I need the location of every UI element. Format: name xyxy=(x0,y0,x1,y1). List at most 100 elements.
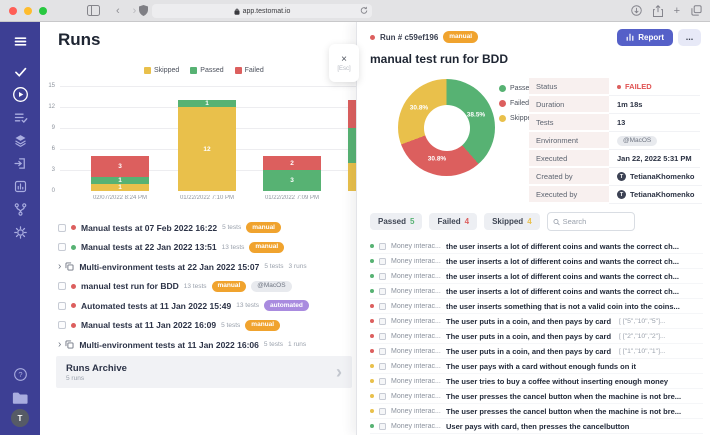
tab-skipped[interactable]: Skipped4 xyxy=(484,213,540,230)
test-checkbox[interactable] xyxy=(379,243,386,250)
test-row[interactable]: Money interac...The user tries to buy a … xyxy=(370,374,703,389)
archive-count: 5 runs xyxy=(66,375,336,382)
back-icon[interactable]: ‹ xyxy=(116,5,120,17)
run-checkbox[interactable] xyxy=(58,243,66,251)
legend-swatch xyxy=(499,115,506,122)
layers-icon[interactable] xyxy=(7,129,33,152)
tab-count: 5 xyxy=(410,217,414,226)
run-row[interactable]: Manual tests at 22 Jan 2022 13:51 13 test… xyxy=(58,238,346,258)
test-checkbox[interactable] xyxy=(379,393,386,400)
runs-play-icon[interactable] xyxy=(7,83,33,106)
test-row[interactable]: Money interac...the user inserts a lot o… xyxy=(370,284,703,299)
run-row[interactable]: Manual tests at 11 Jan 2022 16:095 tests… xyxy=(58,316,346,336)
test-row[interactable]: Money interac...the user inserts a lot o… xyxy=(370,269,703,284)
bar-3[interactable]: 32 xyxy=(263,156,321,191)
search-icon xyxy=(553,218,560,226)
tab-failed[interactable]: Failed4 xyxy=(429,213,477,230)
search-box[interactable] xyxy=(547,212,635,231)
forward-icon[interactable]: › xyxy=(133,5,137,17)
address-bar[interactable]: app.testomat.io xyxy=(152,4,372,18)
run-checkbox[interactable] xyxy=(58,282,66,290)
runs-bar-chart: 03691215 11312132454 02/07/2022 8:24 PM0… xyxy=(40,86,356,208)
tab-passed[interactable]: Passed5 xyxy=(370,213,422,230)
bar-1[interactable]: 113 xyxy=(91,156,149,191)
bar-2[interactable]: 121 xyxy=(178,100,236,191)
test-row[interactable]: Money interac...the user inserts somethi… xyxy=(370,299,703,314)
minimize-window-icon[interactable] xyxy=(24,7,32,15)
test-checkbox[interactable] xyxy=(379,258,386,265)
test-checkbox[interactable] xyxy=(379,348,386,355)
test-row[interactable]: Money interac...The user puts in a coin,… xyxy=(370,314,703,329)
run-row[interactable]: Automated tests at 11 Jan 2022 15:4913 t… xyxy=(58,296,346,316)
test-checkbox[interactable] xyxy=(379,408,386,415)
projects-folder-icon[interactable] xyxy=(7,386,33,409)
test-title: the user inserts a lot of different coin… xyxy=(446,287,679,296)
run-detail-header: Run # c59ef196 manual Report ... xyxy=(370,27,701,47)
legend-item-passed: Passed xyxy=(190,67,223,74)
sidebar-toggle-icon[interactable] xyxy=(87,5,100,16)
run-checkbox[interactable] xyxy=(58,321,66,329)
multi-run-icon xyxy=(65,340,74,349)
close-icon: × xyxy=(341,55,347,64)
test-plans-icon[interactable] xyxy=(7,106,33,129)
close-detail-button[interactable]: × [Esc] xyxy=(329,44,359,82)
check-icon[interactable] xyxy=(7,60,33,83)
share-icon[interactable] xyxy=(653,5,663,17)
menu-icon[interactable] xyxy=(7,30,33,53)
test-checkbox[interactable] xyxy=(379,288,386,295)
runs-panel: Runs SkippedPassedFailed 03691215 113121… xyxy=(40,22,356,435)
import-icon[interactable] xyxy=(7,152,33,175)
bar-4[interactable]: 454 xyxy=(348,100,356,191)
more-options-button[interactable]: ... xyxy=(678,29,701,46)
run-row[interactable]: ›Multi-environment tests at 22 Jan 2022 … xyxy=(58,257,346,277)
reload-icon[interactable] xyxy=(360,6,368,15)
test-row[interactable]: Money interac...The user presses the can… xyxy=(370,404,703,419)
stat-label: Tests xyxy=(529,114,609,132)
run-row[interactable]: manual test run for BDD13 testsmanual@Ma… xyxy=(58,277,346,297)
run-title: Manual tests at 22 Jan 2022 13:51 xyxy=(81,242,217,252)
downloads-icon[interactable] xyxy=(631,5,642,16)
test-row[interactable]: Money interac...The user pays with a car… xyxy=(370,359,703,374)
run-tests-count: 13 tests xyxy=(222,244,245,251)
y-axis-tick: 12 xyxy=(40,104,55,110)
help-icon[interactable]: ? xyxy=(7,363,33,386)
run-checkbox[interactable] xyxy=(58,302,66,310)
branch-icon[interactable] xyxy=(7,198,33,221)
runs-archive-button[interactable]: Runs Archive 5 runs › xyxy=(56,356,352,388)
run-id: Run # c59ef196 xyxy=(380,33,438,42)
report-button[interactable]: Report xyxy=(617,29,673,46)
test-row[interactable]: Money interac...the user inserts a lot o… xyxy=(370,239,703,254)
test-row[interactable]: Money interac...The user puts in a coin,… xyxy=(370,344,703,359)
window-controls[interactable] xyxy=(0,7,47,15)
run-checkbox[interactable] xyxy=(58,224,66,232)
test-checkbox[interactable] xyxy=(379,378,386,385)
test-checkbox[interactable] xyxy=(379,333,386,340)
test-checkbox[interactable] xyxy=(379,423,386,430)
expand-chevron-icon[interactable]: › xyxy=(58,263,61,271)
run-row[interactable]: Manual tests at 07 Feb 2022 16:225 tests… xyxy=(58,218,346,238)
test-row[interactable]: Money interac...User pays with card, the… xyxy=(370,419,703,434)
test-checkbox[interactable] xyxy=(379,303,386,310)
test-row[interactable]: Money interac...The user puts in a coin,… xyxy=(370,329,703,344)
results-donut-chart: 38.5%30.8%30.8% xyxy=(398,79,495,176)
tab-overview-icon[interactable] xyxy=(691,5,702,16)
test-checkbox[interactable] xyxy=(379,318,386,325)
close-window-icon[interactable] xyxy=(9,7,17,15)
zoom-window-icon[interactable] xyxy=(39,7,47,15)
user-avatar[interactable]: T xyxy=(11,409,29,427)
test-checkbox[interactable] xyxy=(379,363,386,370)
test-row[interactable]: Money interac...The user presses the can… xyxy=(370,389,703,404)
settings-gear-icon[interactable] xyxy=(7,221,33,244)
test-checkbox[interactable] xyxy=(379,273,386,280)
status-dot-failed xyxy=(71,323,76,328)
run-row[interactable]: ›Multi-environment tests at 11 Jan 2022 … xyxy=(58,335,346,355)
new-tab-icon[interactable]: + xyxy=(674,6,680,16)
analytics-icon[interactable] xyxy=(7,175,33,198)
search-input[interactable] xyxy=(563,217,629,226)
test-suite-name: Money interac... xyxy=(391,303,441,310)
test-row[interactable]: Money interac...the user inserts a lot o… xyxy=(370,254,703,269)
expand-chevron-icon[interactable]: › xyxy=(58,341,61,349)
privacy-shield-icon[interactable] xyxy=(139,5,148,16)
badge-automated: automated xyxy=(264,300,309,311)
test-suite-name: Money interac... xyxy=(391,408,441,415)
